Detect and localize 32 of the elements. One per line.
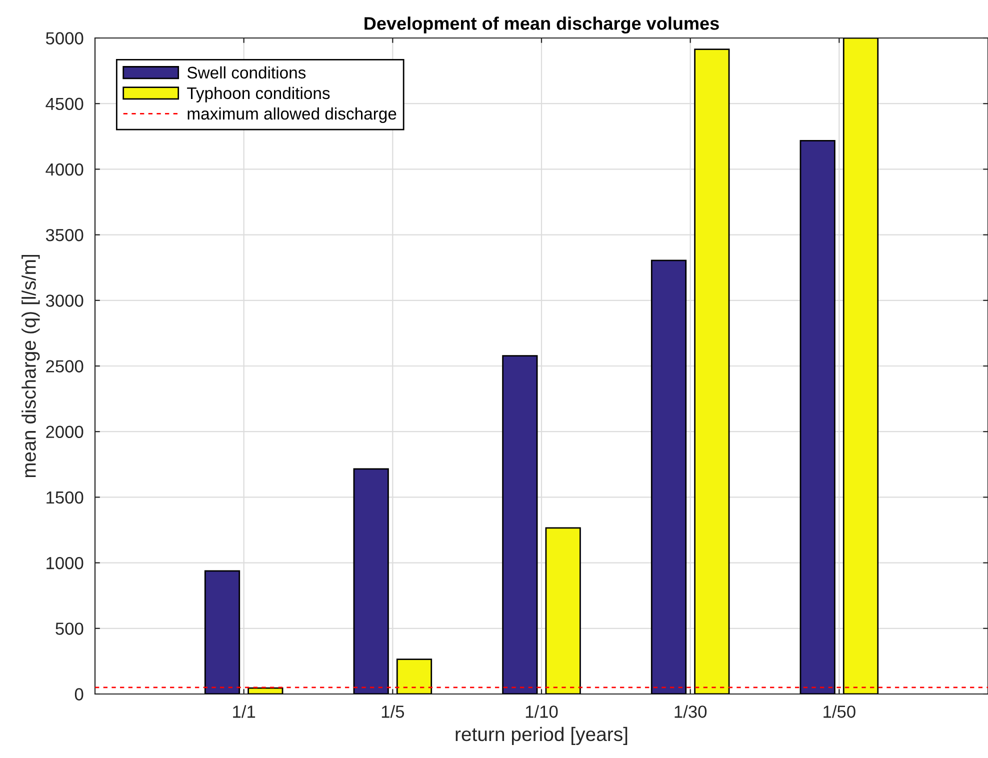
y-tick-label: 0 (74, 688, 84, 700)
bar (694, 48, 730, 694)
x-axis-title: return period [years] (456, 726, 628, 745)
x-tick-label: 1/50 (824, 705, 856, 718)
y-axis-title: mean discharge (q) [l/s/m] (22, 254, 40, 478)
bar (396, 658, 432, 694)
bar (842, 38, 879, 694)
y-tick-label: 1000 (46, 556, 84, 570)
y-tick-label: 4500 (46, 98, 84, 110)
y-tick-label: 3000 (46, 294, 84, 307)
bar (353, 468, 389, 694)
y-tick-label: 500 (56, 622, 84, 635)
y-tick-label: 4000 (46, 163, 84, 176)
y-tick-label: 2000 (46, 426, 84, 438)
y-tick-label: 3500 (46, 228, 84, 242)
bar (248, 687, 284, 694)
bar (800, 140, 836, 694)
bar (204, 570, 240, 694)
y-tick-label: 2500 (46, 360, 84, 372)
bar (545, 527, 581, 694)
bar (502, 355, 538, 694)
y-tick-label: 1500 (46, 491, 84, 504)
x-tick-label: 1/5 (382, 705, 404, 718)
legend-label: Swell conditions (187, 66, 306, 79)
x-tick-label: 1/1 (233, 705, 256, 718)
legend-label: maximum allowed discharge (188, 107, 396, 123)
bar (650, 260, 687, 694)
legend-label: Typhoon conditions (187, 86, 330, 102)
y-tick-label: 5000 (46, 32, 84, 44)
x-tick-label: 1/10 (526, 705, 558, 718)
x-tick-label: 1/30 (674, 705, 707, 718)
chart-title: Development of mean discharge volumes (364, 16, 719, 34)
